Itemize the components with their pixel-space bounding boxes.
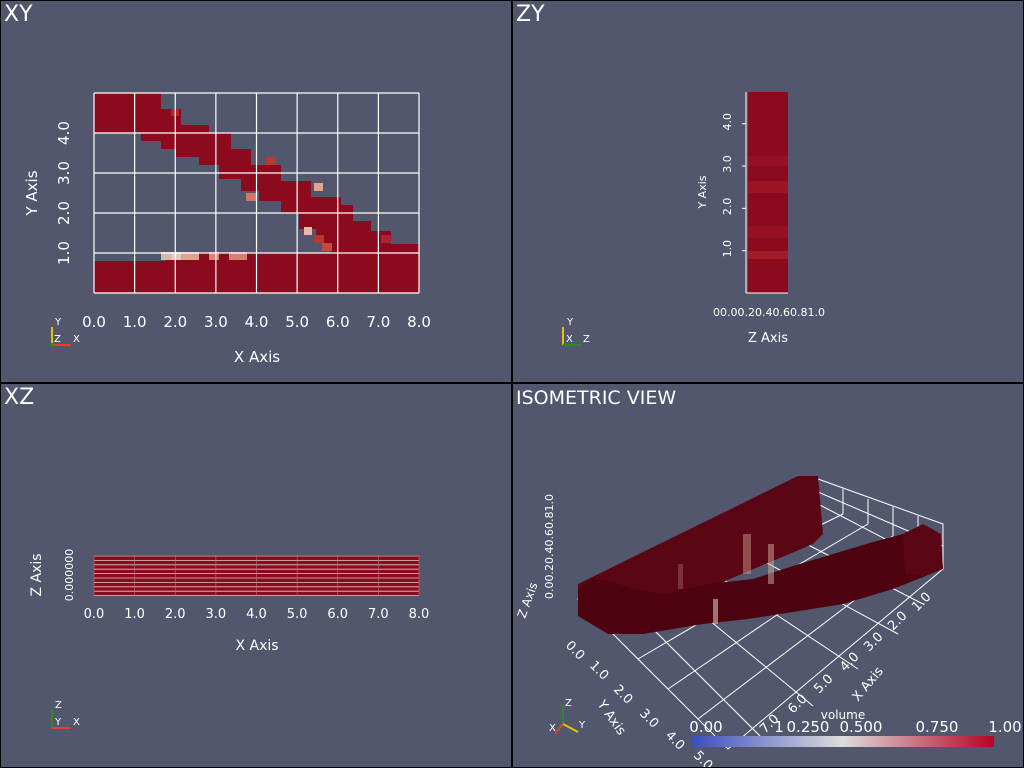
iso-z-ticks-text: 0.00.20.40.60.81.0	[543, 494, 556, 599]
colorbar-tick-2: 0.500	[840, 718, 883, 736]
xy-y-tick-label: 3.0	[55, 161, 73, 185]
iso-mesh	[578, 476, 943, 634]
xy-y-tick-label: 1.0	[55, 241, 73, 265]
zy-y-tick-label: 1.0	[721, 240, 734, 258]
xz-x-axis-label: X Axis	[235, 638, 278, 654]
xy-x-axis-label: X Axis	[234, 348, 280, 366]
iso-y-tick-label: 3.0	[636, 706, 661, 731]
iso-x-tick-label: 2.0	[885, 609, 910, 634]
xy-x-ticks: 0.0 1.0 2.0 3.0 4.0 5.0 6.0 7.0 8.0	[82, 313, 431, 331]
xy-x-tick-label: 2.0	[163, 313, 187, 331]
xy-x-tick-label: 0.0	[82, 313, 106, 331]
xy-y-tick-label: 4.0	[55, 121, 73, 145]
xz-grid	[93, 555, 420, 597]
xz-z-axis-label: Z Axis	[29, 553, 45, 596]
iso-y-ticks: 0.01.02.03.04.05.0	[562, 638, 715, 767]
colorbar: volume 0.00 1 0.250 0.500 0.750 1.00	[689, 708, 1022, 747]
zy-x-axis-label: Z Axis	[748, 331, 788, 346]
zy-plot: 1.02.03.04.0 00.00.20.40.60.81.0 Z Axis …	[562, 92, 825, 346]
zy-y-tick-label: 4.0	[721, 113, 734, 131]
iso-x-tick-label: 1.0	[909, 590, 934, 615]
xy-y-tick-label: 2.0	[55, 201, 73, 225]
viewport-xz[interactable]: XZ 0.0 1.0 2.0 3.0 4.0 5.0 6.0 7.0 8.0 0.000000 …	[1, 384, 511, 767]
colorbar-gradient	[691, 736, 994, 747]
xy-x-tick-label: 1.0	[123, 313, 147, 331]
xz-z-tick-labels: 0.000000	[63, 549, 76, 602]
pane-title-xz: XZ	[4, 385, 35, 410]
zy-orientation-triad: Y X Z	[562, 317, 590, 346]
xy-x-tick-label: 7.0	[366, 313, 390, 331]
viewport-zy[interactable]: ZY 1.0 2.0 3.0 4.0 00.00.20.40.60.81.0 Z Ax…	[513, 1, 1023, 382]
xz-x-tick-label: 4.0	[246, 607, 267, 622]
colorbar-tick-1: 0.250	[787, 718, 830, 736]
zy-triad-z: Z	[583, 334, 590, 345]
iso-x-tick-label: 4.0	[837, 650, 862, 675]
iso-y-tick-label: 1.0	[586, 658, 611, 683]
xz-x-tick-label: 1.0	[124, 607, 145, 622]
pane-title-xy: XY	[4, 2, 33, 27]
iso-x-tick-label: 3.0	[861, 630, 886, 655]
xy-x-tick-label: 8.0	[407, 313, 431, 331]
xy-triad-y: Y	[54, 317, 62, 328]
xz-x-tick-label: 3.0	[206, 607, 227, 622]
xz-x-tick-label: 5.0	[287, 607, 308, 622]
pane-title-zy: ZY	[516, 2, 545, 27]
colorbar-tick-3: 0.750	[916, 718, 959, 736]
xz-triad-z: Z	[55, 700, 62, 711]
iso-x-axis-label: X Axis	[850, 664, 887, 704]
zy-y-tick-label: 3.0	[721, 155, 734, 173]
colorbar-tick-1-label: 1	[774, 718, 784, 736]
xz-triad-y: Y	[54, 717, 62, 728]
xy-x-tick-label: 3.0	[204, 313, 228, 331]
iso-triad-z: Z	[565, 698, 572, 709]
iso-orientation-triad: Z X Y	[549, 698, 586, 735]
zy-x-tick-labels: 00.00.20.40.60.81.0	[713, 306, 825, 319]
zy-y-ticks: 1.0 2.0 3.0 4.0	[721, 113, 746, 257]
xy-x-tick-label: 5.0	[285, 313, 309, 331]
iso-z-axis-label: Z Axis	[515, 581, 541, 620]
zy-triad-y: Y	[566, 317, 574, 328]
iso-y-tick-label: 4.0	[662, 728, 687, 753]
xz-x-tick-label: 7.0	[368, 607, 389, 622]
xz-x-tick-label: 8.0	[409, 607, 430, 622]
iso-x-tick-label: 5.0	[811, 672, 836, 697]
iso-y-tick-label: 2.0	[610, 682, 635, 707]
xy-y-axis-label: Y Axis	[23, 170, 41, 216]
xz-plot: 0.0 1.0 2.0 3.0 4.0 5.0 6.0 7.0 8.0 0.000000 X A…	[29, 549, 430, 729]
xy-y-ticks: 1.0 2.0 3.0 4.0	[55, 121, 73, 265]
xz-triad-x: X	[73, 717, 80, 728]
xy-x-tick-label: 6.0	[326, 313, 350, 331]
zy-triad-x: X	[566, 334, 573, 345]
iso-plot: 0.01.02.03.04.05.0 1.02.03.04.05.06.07.0…	[515, 476, 1022, 767]
xy-x-tick-label: 4.0	[245, 313, 269, 331]
xy-grid	[93, 92, 420, 294]
iso-triad-y: Y	[578, 720, 586, 731]
iso-x-tick-label: 6.0	[785, 692, 810, 717]
viewport-xy[interactable]: XY 0.0 1.0 2.0 3.0 4.0 5.0 6.0 7.0 8.0 1.0 2.0 3.0…	[1, 1, 511, 382]
zy-y-axis-label: Y Axis	[696, 175, 709, 209]
xz-x-tick-label: 2.0	[165, 607, 186, 622]
pane-title-iso: ISOMETRIC VIEW	[516, 387, 677, 409]
iso-triad-x: X	[549, 723, 556, 734]
colorbar-title: volume	[821, 708, 865, 722]
xz-x-ticks: 0.0 1.0 2.0 3.0 4.0 5.0 6.0 7.0 8.0	[84, 607, 430, 622]
zy-y-tick-label: 2.0	[721, 198, 734, 216]
zy-mesh	[748, 92, 788, 293]
colorbar-tick-4: 1.00	[988, 718, 1021, 736]
iso-y-tick-label: 5.0	[690, 748, 715, 767]
xy-triad-z: Z	[54, 334, 61, 345]
xz-x-tick-label: 0.0	[84, 607, 105, 622]
iso-y-tick-label: 0.0	[562, 638, 587, 663]
xy-orientation-triad: Y Z X	[50, 317, 80, 347]
viewport-isometric[interactable]: ISOMETRIC VIEW	[513, 384, 1023, 767]
xy-plot: 0.0 1.0 2.0 3.0 4.0 5.0 6.0 7.0 8.0 1.0 2.0 3.0 4.0…	[23, 92, 431, 366]
colorbar-tick-0: 0.00	[689, 718, 722, 736]
xy-triad-x: X	[73, 334, 80, 345]
xz-x-tick-label: 6.0	[327, 607, 348, 622]
xz-orientation-triad: Z Y X	[51, 700, 80, 729]
